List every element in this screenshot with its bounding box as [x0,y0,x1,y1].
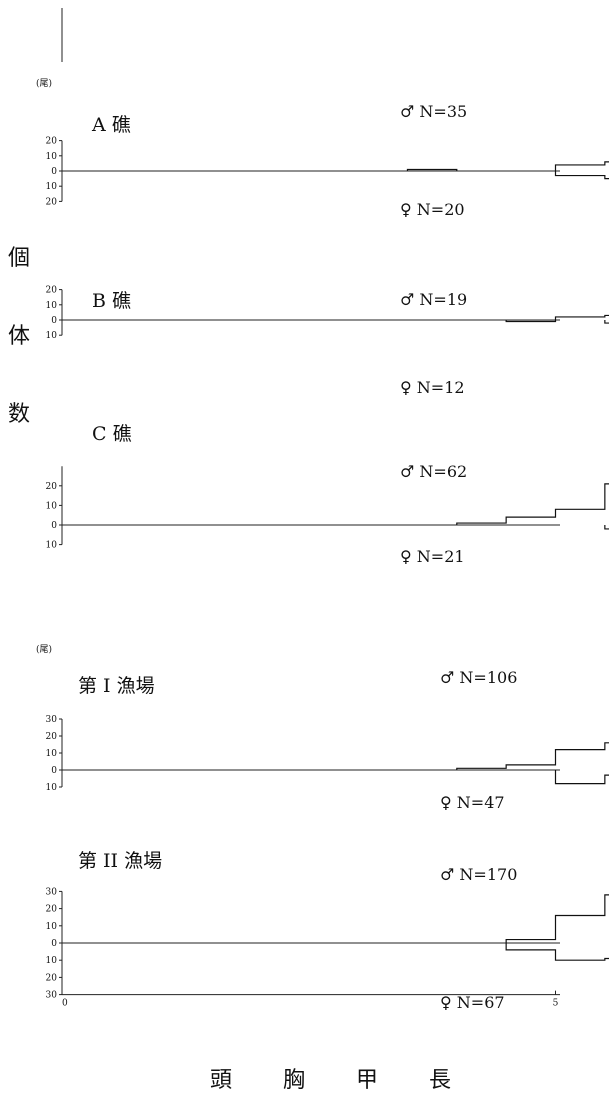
panel-4-ytick-label: 10 [46,783,58,793]
panel-4-ytick-label: 10 [46,749,58,759]
panel-3-male-label: ♂ N=62 [400,462,467,481]
y-axis-label-char-1: 個 [8,240,30,272]
panel-5-ytick-label: 0 [51,939,57,949]
x-tick-label: 5 [553,999,559,1009]
panel-2-ytick-label: 10 [46,331,58,341]
panel-4-ytick-label: 20 [46,732,58,742]
panel-2-ytick-label: 10 [46,301,58,311]
panel-5-ytick-label: 20 [46,905,58,915]
y-axis-label-char-3: 数 [8,396,30,428]
panel-4-male-label: ♂ N=106 [440,668,517,687]
panel-2-ytick-label: 0 [51,316,57,326]
panel-5-ytick-label: 10 [46,922,58,932]
panel-5-male-histogram [506,895,609,943]
panel-1-male-histogram [407,159,609,171]
panel-3-title: C 礁 [92,423,132,445]
panel-2-title: B 礁 [92,290,131,312]
panel-2-female-histogram [506,320,609,325]
panel-5-ytick-label: 30 [46,887,58,897]
panel-3-female-label: ♀ N=21 [400,547,465,566]
panel-4-ytick-label: 0 [51,766,57,776]
x-axis-label: 頭 胸 甲 長 [210,1062,473,1094]
panel-5-male-label: ♂ N=170 [440,865,517,884]
y-axis-label-char-2: 体 [8,318,30,350]
x-tick-label: 0 [62,999,68,1009]
panel-4-female-histogram [556,770,609,787]
panel-4-ytick-label: 30 [46,715,58,725]
panel-5-ytick-label: 20 [46,973,58,983]
panel-1-female-histogram [556,171,609,179]
panel-1-ytick-label: 20 [46,137,58,147]
panel-3-male-histogram [457,484,609,525]
panel-3-female-histogram [605,525,609,537]
panel-1-ytick-label: 20 [46,197,58,207]
panel-3-ytick-label: 0 [51,521,57,531]
panel-3-ytick-label: 10 [46,501,58,511]
panel-1-female-label: ♀ N=20 [400,200,465,219]
panel-2-male-label: ♂ N=19 [400,290,467,309]
panel-3-ytick-label: 10 [46,541,58,551]
panel-5-title: 第 II 漁場 [78,850,162,872]
panel-5-female-histogram [506,943,609,971]
panel-2-female-label: ♀ N=12 [400,378,465,397]
panel-1-male-label: ♂ N=35 [400,102,467,121]
panel-2-male-histogram [556,314,609,320]
panel-3-ytick-label: 20 [46,482,58,492]
panel-1-title: A 礁 [91,114,131,136]
panel-1-ytick-label: 0 [51,167,57,177]
panel-4-title: 第 I 漁場 [78,675,155,697]
panel-1-ytick-label: 10 [46,152,58,162]
panel-1-y-unit-label: (尾) [36,78,52,89]
panel-4-female-label: ♀ N=47 [440,793,505,812]
panel-2-ytick-label: 20 [46,286,58,296]
panel-5-ytick-label: 10 [46,956,58,966]
panel-4-y-unit-label: (尾) [36,644,52,655]
panel-5-female-label: ♀ N=67 [440,993,505,1012]
panel-5-ytick-label: 30 [46,991,58,1001]
panel-4-male-histogram [457,731,609,770]
panel-1-ytick-label: 10 [46,182,58,192]
